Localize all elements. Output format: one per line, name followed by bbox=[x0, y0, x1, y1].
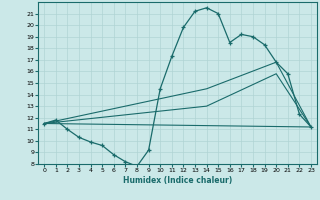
X-axis label: Humidex (Indice chaleur): Humidex (Indice chaleur) bbox=[123, 176, 232, 185]
